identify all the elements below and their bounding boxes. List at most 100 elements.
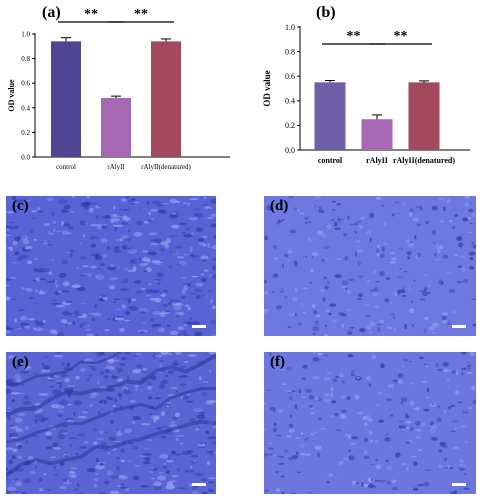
micrograph-texture-speck: [165, 469, 171, 475]
micrograph-texture-speck: [314, 322, 319, 325]
micrograph-texture-speck: [90, 265, 97, 269]
micrograph-texture-speck: [153, 415, 159, 421]
micrograph-texture-speck: [180, 330, 188, 335]
chart-b-y-tick-label: 0.4: [285, 97, 295, 106]
micrograph-texture-speck: [113, 298, 121, 301]
micrograph-texture-speck: [471, 386, 476, 391]
micrograph-texture-speck: [32, 435, 40, 438]
micrograph-texture-speck: [114, 315, 125, 318]
micrograph-texture-speck: [32, 327, 36, 330]
micrograph-texture-speck: [171, 450, 175, 456]
micrograph-texture-speck: [183, 285, 188, 291]
micrograph-texture-speck: [342, 313, 347, 317]
micrograph-texture-speck: [281, 491, 285, 494]
micrograph-texture-speck: [454, 427, 458, 430]
micrograph-texture-speck: [464, 196, 470, 199]
micrograph-texture-speck: [201, 478, 207, 482]
micrograph-texture-speck: [106, 318, 111, 320]
micrograph-texture-speck: [187, 354, 198, 357]
micrograph-texture-speck: [131, 298, 137, 302]
micrograph-texture-speck: [116, 367, 123, 373]
micrograph-texture-speck: [156, 281, 161, 285]
micrograph-texture-speck: [88, 364, 96, 370]
micrograph-texture-speck: [47, 197, 54, 202]
micrograph-texture-speck: [42, 364, 51, 370]
micrograph-texture-speck: [269, 207, 272, 211]
micrograph-texture-speck: [203, 196, 207, 200]
micrograph-texture-speck: [57, 410, 65, 413]
micrograph-texture-speck: [183, 233, 193, 238]
micrograph-texture-speck: [146, 381, 152, 387]
micrograph-texture-speck: [164, 244, 170, 249]
micrograph-texture-speck: [119, 486, 129, 489]
micrograph-texture-speck: [59, 485, 67, 489]
micrograph-texture-speck: [291, 455, 299, 460]
micrograph-texture-speck: [22, 400, 32, 405]
micrograph-texture-speck: [312, 376, 319, 380]
micrograph-texture-speck: [416, 223, 422, 227]
micrograph-texture-speck: [6, 225, 12, 228]
micrograph-texture-speck: [452, 309, 457, 315]
micrograph-texture-speck: [350, 372, 356, 377]
micrograph-texture-speck: [312, 326, 320, 332]
micrograph-texture-speck: [143, 456, 151, 462]
micrograph-texture-speck: [14, 199, 24, 203]
micrograph-texture-speck: [213, 235, 216, 239]
micrograph-tissue-band: [6, 353, 216, 418]
micrograph-texture-speck: [384, 433, 389, 436]
micrograph-texture-speck: [154, 263, 162, 266]
micrograph-texture-speck: [139, 311, 146, 314]
micrograph-texture-speck: [179, 260, 187, 266]
micrograph-texture-speck: [207, 436, 216, 440]
micrograph-texture-speck: [264, 310, 268, 315]
micrograph-texture-speck: [332, 378, 338, 383]
micrograph-texture-speck: [384, 437, 391, 443]
micrograph-texture-speck: [170, 386, 178, 390]
panel-label-a: (a): [42, 4, 61, 21]
micrograph-texture-speck: [183, 360, 189, 364]
micrograph-texture-speck: [106, 396, 111, 399]
micrograph-texture-speck: [139, 330, 145, 334]
micrograph-texture-speck: [293, 265, 299, 268]
micrograph-texture-speck: [422, 292, 429, 297]
micrograph-texture-speck: [6, 467, 9, 471]
micrograph-texture-speck: [434, 258, 441, 261]
micrograph-texture-speck: [365, 414, 372, 421]
micrograph-texture-speck: [423, 481, 430, 487]
micrograph-texture-speck: [371, 354, 376, 360]
micrograph-texture-speck: [334, 275, 341, 278]
chart-b-bar-2: [408, 82, 440, 150]
micrograph-texture-speck: [464, 441, 468, 443]
micrograph-texture-speck: [264, 452, 269, 457]
micrograph-texture-speck: [127, 247, 134, 252]
micrograph-texture-speck: [138, 257, 141, 262]
micrograph-texture-speck: [47, 230, 56, 235]
micrograph-texture-speck: [331, 200, 337, 203]
micrograph-texture-speck: [379, 480, 387, 483]
micrograph-texture-speck: [205, 430, 210, 435]
micrograph-texture-speck: [374, 304, 380, 309]
micrograph-texture-speck: [165, 460, 174, 463]
micrograph-texture-speck: [398, 212, 401, 215]
micrograph-texture-speck: [33, 238, 37, 241]
micrograph-texture-speck: [405, 420, 412, 424]
micrograph-texture-speck: [277, 455, 282, 458]
micrograph-texture-speck: [299, 453, 306, 456]
micrograph-texture-speck: [298, 389, 302, 394]
micrograph-texture-speck: [436, 417, 443, 423]
micrograph-texture-speck: [182, 202, 187, 204]
micrograph-texture-speck: [115, 457, 121, 460]
micrograph-texture-speck: [301, 199, 307, 201]
micrograph-texture-speck: [307, 237, 311, 241]
micrograph-texture-speck: [70, 467, 79, 470]
micrograph-texture-speck: [182, 320, 193, 324]
micrograph-texture-speck: [323, 245, 330, 250]
micrograph-texture-speck: [264, 308, 269, 311]
micrograph-texture-speck: [408, 212, 413, 217]
micrograph-texture-speck: [394, 201, 400, 204]
micrograph-texture-speck: [322, 297, 326, 302]
micrograph-texture-speck: [45, 365, 49, 371]
micrograph-texture-speck: [448, 288, 456, 294]
micrograph-texture-speck: [169, 299, 180, 304]
micrograph-texture-speck: [438, 464, 443, 469]
